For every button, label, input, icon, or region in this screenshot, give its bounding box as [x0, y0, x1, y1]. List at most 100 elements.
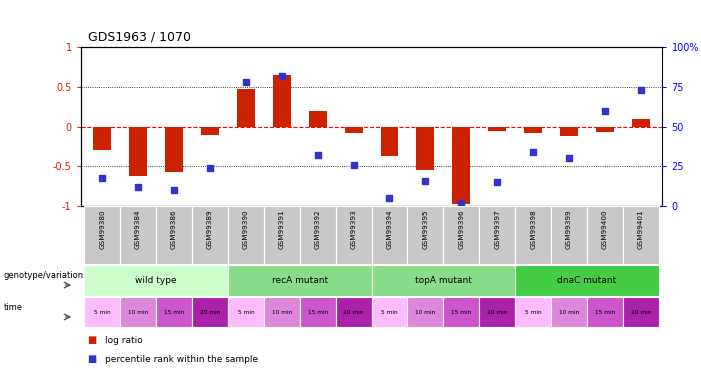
Text: 10 min: 10 min: [271, 310, 292, 315]
FancyBboxPatch shape: [623, 206, 659, 264]
Text: GSM99391: GSM99391: [279, 209, 285, 249]
Bar: [632, 118, 650, 127]
Bar: [308, 111, 327, 127]
Point: [420, 178, 431, 184]
FancyBboxPatch shape: [84, 297, 120, 327]
Text: GSM99398: GSM99398: [530, 209, 536, 249]
FancyBboxPatch shape: [515, 206, 551, 264]
Bar: [273, 75, 291, 127]
Text: 20 min: 20 min: [487, 310, 508, 315]
Point: [276, 73, 287, 79]
Text: 5 min: 5 min: [238, 310, 254, 315]
FancyBboxPatch shape: [156, 297, 192, 327]
FancyBboxPatch shape: [551, 206, 587, 264]
Point: [168, 187, 179, 194]
Text: dnaC mutant: dnaC mutant: [557, 276, 617, 285]
Text: log ratio: log ratio: [105, 336, 143, 345]
FancyBboxPatch shape: [443, 206, 479, 264]
FancyBboxPatch shape: [156, 206, 192, 264]
Text: GSM99397: GSM99397: [494, 209, 501, 249]
Text: genotype/variation: genotype/variation: [4, 271, 83, 280]
Point: [456, 200, 467, 206]
Point: [528, 149, 539, 155]
FancyBboxPatch shape: [515, 297, 551, 327]
FancyBboxPatch shape: [264, 297, 300, 327]
FancyBboxPatch shape: [407, 297, 443, 327]
Text: topA mutant: topA mutant: [415, 276, 472, 285]
Text: 20 min: 20 min: [631, 310, 651, 315]
Text: GSM99393: GSM99393: [350, 209, 357, 249]
FancyBboxPatch shape: [300, 206, 336, 264]
Bar: [165, 127, 183, 172]
FancyBboxPatch shape: [407, 206, 443, 264]
Text: 10 min: 10 min: [559, 310, 579, 315]
Bar: [560, 127, 578, 136]
FancyBboxPatch shape: [479, 206, 515, 264]
Text: GSM99394: GSM99394: [386, 209, 393, 249]
Text: GSM99386: GSM99386: [171, 209, 177, 249]
Bar: [452, 127, 470, 204]
FancyBboxPatch shape: [84, 206, 120, 264]
FancyBboxPatch shape: [300, 297, 336, 327]
Bar: [381, 127, 398, 156]
Text: GSM99396: GSM99396: [458, 209, 464, 249]
Text: 15 min: 15 min: [308, 310, 328, 315]
FancyBboxPatch shape: [336, 206, 372, 264]
Point: [240, 79, 252, 85]
FancyBboxPatch shape: [443, 297, 479, 327]
Text: 10 min: 10 min: [415, 310, 435, 315]
Text: 5 min: 5 min: [381, 310, 397, 315]
Text: ■: ■: [88, 354, 97, 364]
Point: [132, 184, 144, 190]
FancyBboxPatch shape: [192, 206, 228, 264]
Text: wild type: wild type: [135, 276, 177, 285]
Text: 15 min: 15 min: [164, 310, 184, 315]
Text: GSM99390: GSM99390: [243, 209, 249, 249]
Point: [564, 155, 575, 161]
Bar: [489, 127, 506, 130]
Point: [635, 87, 646, 93]
Text: percentile rank within the sample: percentile rank within the sample: [105, 355, 258, 364]
FancyBboxPatch shape: [623, 297, 659, 327]
Text: GSM99389: GSM99389: [207, 209, 213, 249]
Text: 10 min: 10 min: [128, 310, 148, 315]
Bar: [201, 127, 219, 135]
Bar: [93, 127, 111, 150]
Text: GSM99401: GSM99401: [638, 209, 644, 249]
Text: GSM99395: GSM99395: [423, 209, 428, 249]
FancyBboxPatch shape: [515, 265, 659, 296]
Bar: [237, 89, 254, 127]
FancyBboxPatch shape: [587, 206, 623, 264]
FancyBboxPatch shape: [551, 297, 587, 327]
FancyBboxPatch shape: [228, 265, 372, 296]
Bar: [596, 127, 614, 132]
FancyBboxPatch shape: [120, 297, 156, 327]
FancyBboxPatch shape: [479, 297, 515, 327]
Text: GSM99399: GSM99399: [566, 209, 572, 249]
Text: 20 min: 20 min: [343, 310, 364, 315]
Text: 5 min: 5 min: [94, 310, 111, 315]
FancyBboxPatch shape: [120, 206, 156, 264]
FancyBboxPatch shape: [372, 297, 407, 327]
Bar: [345, 127, 362, 133]
Point: [312, 152, 323, 158]
Point: [491, 179, 503, 185]
FancyBboxPatch shape: [228, 206, 264, 264]
Text: 15 min: 15 min: [451, 310, 472, 315]
Text: 15 min: 15 min: [595, 310, 615, 315]
Bar: [416, 127, 435, 170]
Text: GSM99384: GSM99384: [135, 209, 141, 249]
Point: [204, 165, 215, 171]
Text: time: time: [4, 303, 22, 312]
Point: [599, 108, 611, 114]
Text: GSM99380: GSM99380: [99, 209, 105, 249]
Bar: [129, 127, 147, 176]
FancyBboxPatch shape: [84, 265, 228, 296]
FancyBboxPatch shape: [336, 297, 372, 327]
FancyBboxPatch shape: [264, 206, 300, 264]
Point: [384, 195, 395, 201]
FancyBboxPatch shape: [372, 265, 515, 296]
Text: recA mutant: recA mutant: [271, 276, 328, 285]
Bar: [524, 127, 542, 133]
Text: 20 min: 20 min: [200, 310, 220, 315]
